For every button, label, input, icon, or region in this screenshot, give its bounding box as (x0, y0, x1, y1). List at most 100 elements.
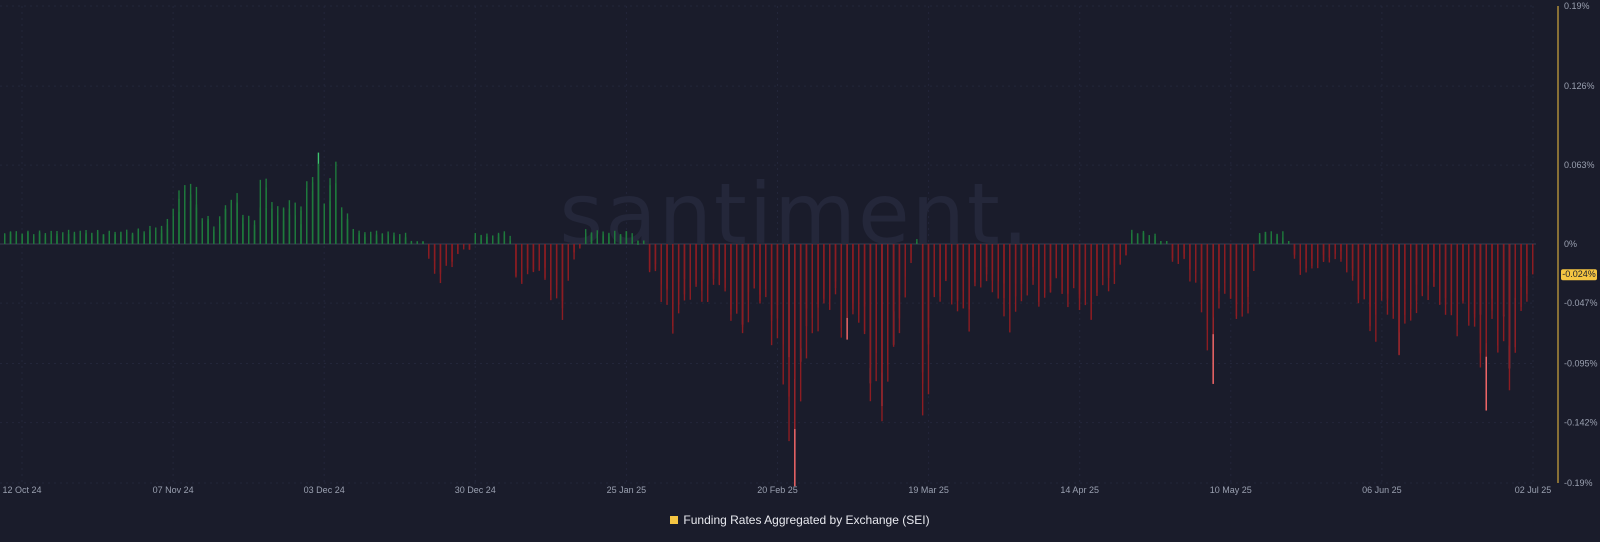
bar (1346, 244, 1348, 273)
bar (1380, 244, 1383, 292)
bar (9, 231, 12, 244)
bar (1415, 244, 1418, 285)
bar (1456, 244, 1458, 321)
bar (852, 244, 854, 310)
bar (1398, 244, 1400, 356)
bar (910, 244, 912, 261)
x-tick-label: 12 Oct 24 (2, 485, 41, 495)
bar (1003, 244, 1005, 317)
bar (799, 244, 802, 349)
bar (370, 231, 372, 244)
bar (898, 244, 901, 295)
bar (1195, 244, 1197, 271)
bar (1334, 244, 1336, 255)
bar (631, 240, 633, 244)
bar (829, 244, 831, 296)
y-tick-label: 0.063% (1564, 160, 1595, 170)
bar (242, 223, 244, 244)
bar (625, 231, 628, 244)
bar (114, 234, 116, 244)
bar (1073, 244, 1075, 282)
bar (788, 244, 790, 397)
bar (1462, 244, 1464, 301)
bar (410, 241, 413, 244)
bar (364, 236, 366, 244)
bar (823, 244, 825, 299)
bar (462, 244, 465, 250)
bar (462, 244, 465, 245)
y-axis: 0.19% 0.126% 0.063% 0% -0.047% -0.095% -0.142%… (1564, 1, 1598, 488)
bar (521, 244, 523, 282)
bar (544, 244, 546, 280)
bar (1119, 244, 1121, 255)
bar (1165, 240, 1168, 244)
bar (335, 189, 337, 244)
bar (921, 244, 924, 384)
bar (126, 231, 128, 244)
bar (1328, 244, 1331, 258)
bar (683, 244, 686, 301)
bar (689, 244, 691, 279)
bar (602, 234, 604, 244)
bar (1282, 237, 1284, 244)
last-value-badge: -0.024% (1561, 269, 1597, 281)
bar (149, 225, 151, 244)
bar (980, 244, 982, 288)
bar (21, 233, 23, 244)
bar (317, 180, 320, 244)
bar (892, 244, 895, 347)
bar (1090, 244, 1092, 320)
bar (62, 232, 64, 244)
bar (1049, 244, 1052, 287)
bar (1218, 244, 1220, 289)
bar (817, 244, 819, 308)
bar (375, 235, 378, 244)
bar (27, 231, 29, 244)
bar (1131, 233, 1133, 244)
y-tick-label: -0.047% (1564, 298, 1598, 308)
bar (1113, 244, 1116, 272)
bar (794, 244, 796, 430)
bar (887, 244, 889, 320)
bar (863, 244, 866, 332)
bar (503, 233, 506, 244)
x-axis: 12 Oct 24 07 Nov 24 03 Dec 24 30 Dec 24 25 J… (2, 485, 1551, 495)
bar (306, 181, 308, 244)
bar (1235, 244, 1238, 317)
bar (265, 207, 267, 244)
x-tick-label: 30 Dec 24 (455, 485, 496, 495)
bar (648, 244, 651, 271)
bar (1014, 244, 1017, 297)
bar (1247, 244, 1249, 288)
bar (468, 244, 471, 250)
bar (1253, 244, 1255, 259)
bar (590, 232, 593, 244)
x-tick-label: 10 May 25 (1210, 485, 1252, 495)
bar (608, 233, 610, 244)
bar (1479, 244, 1482, 368)
bar (1386, 244, 1389, 315)
bar (1061, 244, 1063, 294)
bar (1038, 244, 1040, 307)
bar (1444, 244, 1447, 305)
bar (195, 207, 198, 244)
bar (1160, 240, 1162, 244)
bar (1502, 244, 1505, 315)
bar (1043, 244, 1046, 290)
bar (985, 244, 988, 268)
legend[interactable]: Funding Rates Aggregated by Exchange (SE… (0, 513, 1600, 527)
bar (1067, 244, 1069, 295)
bar (637, 244, 639, 245)
bar (1241, 244, 1243, 308)
bar (1363, 244, 1365, 300)
bar (451, 244, 453, 262)
bar (1282, 241, 1284, 244)
x-tick-label: 02 Jul 25 (1515, 485, 1552, 495)
bar (805, 244, 808, 327)
bar (50, 230, 52, 244)
bar (311, 177, 314, 244)
bar (120, 231, 122, 244)
bar (1311, 244, 1313, 269)
bar (858, 244, 860, 323)
